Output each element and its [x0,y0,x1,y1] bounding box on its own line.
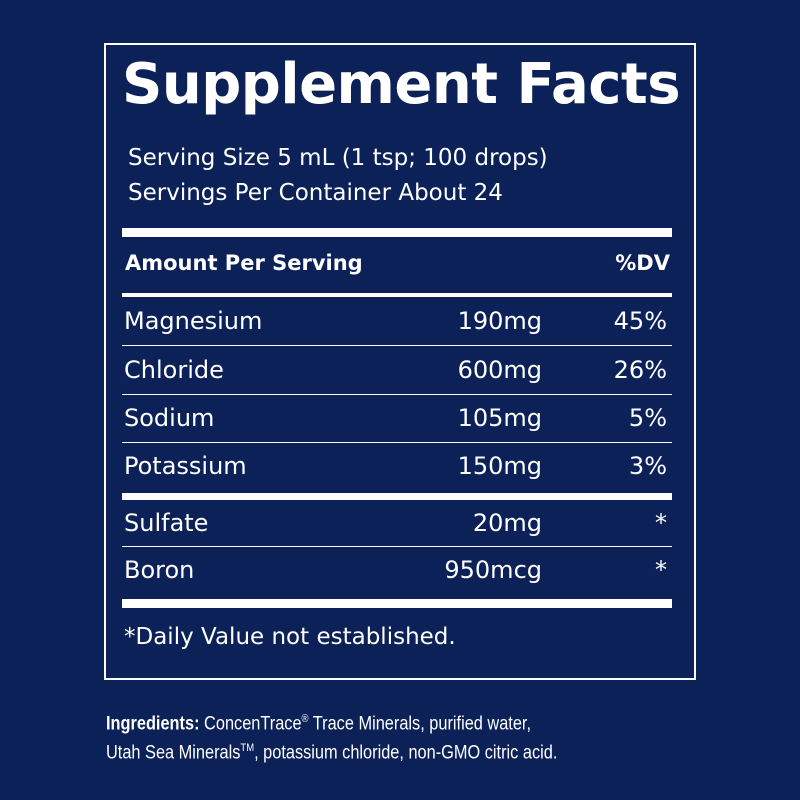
nutrient-dv: * [655,556,667,584]
amount-per-serving-header: Amount Per Serving [125,251,363,275]
thin-divider [122,345,672,346]
ingredients-label: Ingredients: [106,713,200,735]
nutrient-amount: 20mg [472,509,542,537]
nutrient-amount: 150mg [457,452,542,480]
panel-title: Supplement Facts [122,52,681,117]
thin-divider [122,394,672,395]
nutrient-row: Potassium 150mg 3% [122,452,672,482]
nutrient-name: Sulfate [124,509,209,537]
footnote: *Daily Value not established. [124,624,456,650]
nutrient-row: Sulfate 20mg * [122,509,672,539]
ingredients-text: ConcenTrace [199,713,302,735]
thin-divider [122,546,672,547]
nutrient-amount: 950mcg [444,556,542,584]
nutrient-name: Sodium [124,404,215,432]
ingredients-text: , potassium chloride, non-GMO citric aci… [254,742,558,764]
nutrient-dv: 26% [613,356,667,384]
nutrient-amount: 105mg [457,404,542,432]
nutrient-dv: * [655,509,667,537]
nutrient-row: Boron 950mcg * [122,556,672,586]
servings-per-container: Servings Per Container About 24 [128,180,503,206]
nutrient-name: Magnesium [124,307,263,335]
medium-divider [122,293,672,297]
ingredients-text: Trace Minerals, purified water, [308,713,532,735]
nutrient-name: Potassium [124,452,247,480]
nutrient-amount: 600mg [457,356,542,384]
dv-header: %DV [615,251,670,275]
nutrient-name: Chloride [124,356,224,384]
trademark-mark: TM [240,742,255,755]
thick-divider [122,493,672,500]
nutrient-amount: 190mg [457,307,542,335]
nutrient-row: Chloride 600mg 26% [122,356,672,386]
thin-divider [122,442,672,443]
thick-divider [122,599,672,608]
registered-mark: ® [301,713,309,725]
nutrient-dv: 45% [613,307,667,335]
nutrient-dv: 5% [628,404,667,432]
nutrient-name: Boron [124,556,195,584]
serving-size: Serving Size 5 mL (1 tsp; 100 drops) [128,145,548,171]
ingredients: Ingredients: ConcenTrace® Trace Minerals… [106,707,639,766]
ingredients-text: Utah Sea Minerals [106,742,241,764]
nutrient-dv: 3% [628,452,667,480]
thick-divider [122,228,672,237]
supplement-facts-panel [104,43,696,680]
nutrient-row: Magnesium 190mg 45% [122,307,672,337]
nutrient-row: Sodium 105mg 5% [122,404,672,434]
